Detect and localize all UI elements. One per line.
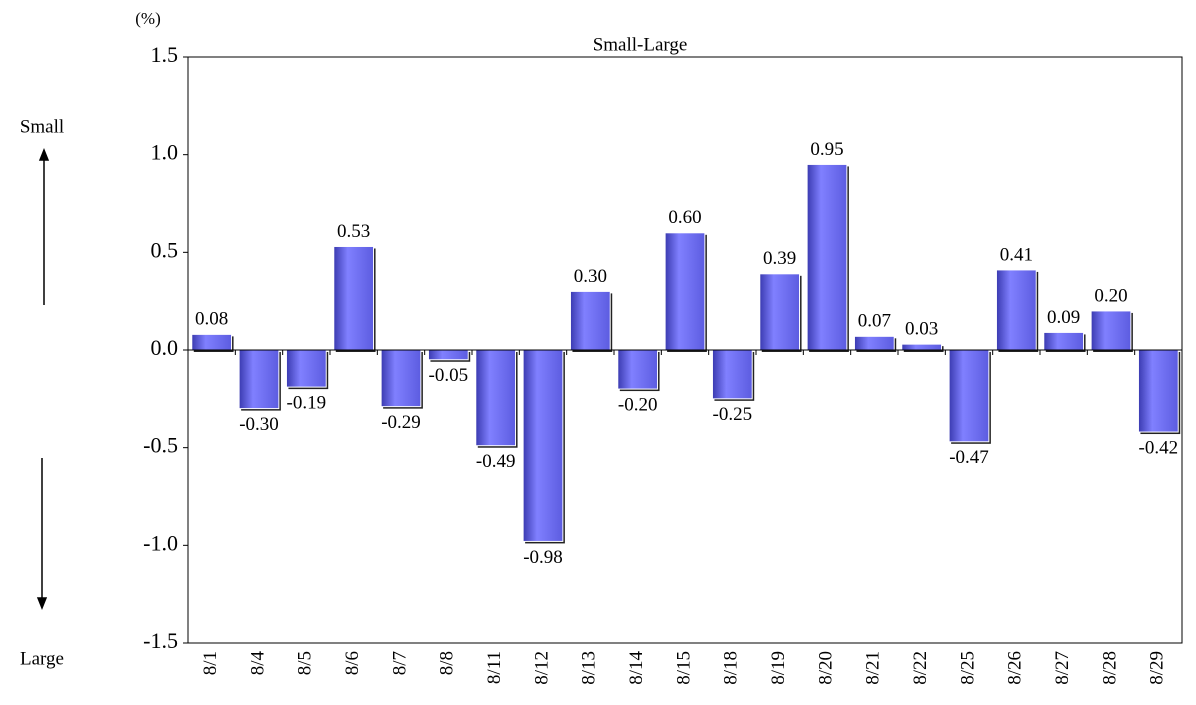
bar [1137,349,1179,433]
bar [569,290,611,351]
bar [806,163,848,351]
annotation-down: Large [20,648,64,669]
x-tick-label: 8/6 [342,651,363,675]
arrows [36,147,50,611]
bar [1090,310,1132,351]
bar [380,349,422,408]
bar [948,349,990,443]
x-tick-label: 8/8 [437,651,458,675]
bar [522,349,564,542]
x-tick-label: 8/1 [200,651,221,675]
x-tick-label: 8/21 [863,651,884,685]
x-tick-label: 8/22 [910,651,931,685]
x-tick-label: 8/15 [673,651,694,685]
bar [711,349,753,400]
y-tick-label: -1.0 [143,530,178,555]
y-tick-label: 1.5 [151,42,179,67]
value-label: -0.20 [618,394,658,415]
bar [617,349,659,390]
y-unit: (%) [135,9,160,28]
y-tick-label: -0.5 [143,433,178,458]
x-tick-label: 8/19 [768,651,789,685]
value-label: -0.05 [429,365,469,386]
bar [238,349,280,410]
value-label: 0.03 [905,318,938,339]
bar [285,349,327,388]
value-label: 0.20 [1094,285,1127,306]
bar [901,343,943,351]
x-tick-label: 8/13 [579,651,600,685]
x-tick-label: 8/29 [1147,651,1168,685]
bar [333,245,375,351]
value-label: 0.09 [1047,307,1080,328]
x-tick-label: 8/14 [626,651,647,685]
value-label: -0.98 [523,547,563,568]
x-tick-label: 8/20 [815,651,836,685]
x-tick-label: 8/28 [1099,651,1120,685]
bar [475,349,517,447]
bar [1043,331,1085,351]
value-label: -0.19 [287,392,327,413]
value-label: 0.08 [195,309,228,330]
y-tick-label: 1.0 [151,140,179,165]
bar [759,273,801,351]
x-tick-label: 8/26 [1005,651,1026,685]
annotation-up: Small [20,116,64,137]
value-label: 0.53 [337,221,370,242]
value-label: 0.41 [1000,244,1033,265]
bar [664,232,706,351]
y-tick-label: 0.0 [151,335,179,360]
value-label: 0.30 [574,266,607,287]
x-tick-label: 8/7 [389,651,410,675]
value-label: -0.30 [239,414,279,435]
bar [995,269,1037,351]
x-tick-label: 8/25 [957,651,978,685]
value-label: 0.95 [810,139,843,160]
value-label: -0.47 [949,447,989,468]
bar [853,335,895,351]
value-label: -0.42 [1139,437,1179,458]
value-label: 0.60 [668,207,701,228]
x-tick-label: 8/12 [531,651,552,685]
value-label: 0.07 [858,311,891,332]
x-tick-label: 8/11 [484,651,505,684]
value-label: -0.29 [381,412,421,433]
x-tick-label: 8/4 [247,651,268,676]
chart-title: Small-Large [593,34,688,55]
value-label: -0.49 [476,451,516,472]
x-tick-label: 8/18 [721,651,742,685]
bar [191,333,233,351]
bar [427,349,469,361]
y-tick-label: -1.5 [143,628,178,653]
value-label: -0.25 [713,404,753,425]
x-tick-label: 8/27 [1052,651,1073,685]
x-tick-label: 8/5 [295,651,316,675]
y-tick-label: 0.5 [151,237,179,262]
value-label: 0.39 [763,248,796,269]
